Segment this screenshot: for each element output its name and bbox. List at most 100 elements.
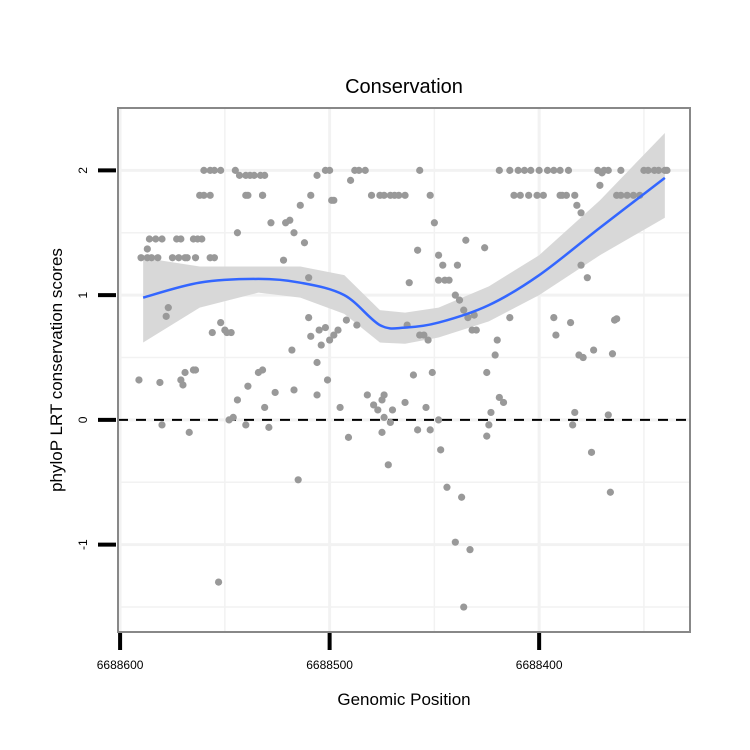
y-tick-label: 1	[76, 291, 90, 298]
data-point	[527, 166, 535, 174]
data-point	[344, 433, 353, 441]
data-point	[290, 229, 298, 237]
data-point	[242, 191, 250, 199]
data-point	[462, 236, 470, 244]
data-point	[481, 244, 489, 252]
data-points	[135, 166, 671, 611]
y-axis-label: phyloP LRT conservation scores	[47, 248, 66, 492]
data-point	[558, 191, 566, 199]
data-point	[158, 235, 166, 243]
data-point	[210, 166, 218, 174]
data-point	[485, 421, 493, 429]
data-point	[286, 216, 294, 224]
x-tick-label: 6688400	[516, 658, 563, 672]
data-point	[629, 191, 638, 199]
data-point	[422, 403, 430, 412]
data-point	[654, 166, 663, 174]
data-point	[370, 401, 378, 409]
data-point	[250, 171, 258, 179]
data-point	[451, 291, 459, 299]
data-point	[300, 239, 309, 247]
data-point	[472, 326, 480, 334]
data-point	[200, 166, 208, 174]
data-point	[294, 476, 302, 484]
data-point	[533, 191, 541, 199]
data-point	[430, 219, 438, 227]
data-point	[279, 256, 288, 264]
data-point	[455, 296, 464, 304]
data-point	[434, 416, 443, 424]
data-point	[290, 386, 298, 394]
data-point	[158, 421, 166, 429]
data-point	[214, 578, 223, 586]
data-point	[604, 166, 612, 174]
data-point	[583, 274, 591, 282]
data-point	[191, 366, 200, 374]
data-point	[598, 169, 606, 177]
data-point	[231, 166, 239, 174]
x-tick-label: 6688500	[306, 658, 353, 672]
data-point	[181, 368, 189, 377]
data-point	[644, 166, 652, 174]
data-point	[663, 166, 671, 174]
data-point	[206, 191, 214, 199]
data-point	[483, 368, 491, 377]
data-point	[506, 314, 514, 322]
data-point	[288, 346, 296, 354]
data-point	[405, 279, 413, 287]
data-point	[426, 191, 434, 199]
data-point	[191, 254, 200, 262]
data-point	[177, 235, 185, 243]
x-tick-label: 6688600	[97, 658, 144, 672]
data-point	[336, 403, 344, 412]
data-point	[233, 229, 242, 237]
data-point	[414, 426, 422, 434]
data-point	[271, 388, 279, 397]
data-point	[539, 191, 547, 199]
data-point	[493, 336, 501, 344]
data-point	[510, 191, 518, 199]
data-point	[152, 235, 160, 243]
data-point	[566, 318, 575, 327]
data-point	[164, 304, 172, 312]
plot-panel-border	[117, 107, 691, 633]
data-point	[506, 166, 514, 174]
y-tick-label: -1	[76, 539, 90, 550]
data-point	[321, 323, 330, 332]
data-point	[342, 316, 350, 324]
data-point	[267, 219, 275, 227]
data-point	[499, 398, 508, 407]
data-point	[525, 191, 533, 199]
data-point	[590, 346, 598, 354]
data-point	[439, 261, 447, 269]
data-point	[361, 166, 369, 174]
data-point	[261, 171, 269, 179]
data-point	[227, 328, 235, 337]
data-point	[323, 376, 332, 384]
data-point	[466, 546, 474, 554]
data-point	[606, 488, 614, 496]
data-point	[380, 413, 388, 422]
data-point	[378, 428, 386, 436]
data-point	[217, 318, 225, 327]
data-point	[426, 426, 434, 434]
data-point	[326, 166, 334, 174]
data-point	[258, 366, 267, 374]
data-point	[200, 191, 208, 199]
data-point	[388, 406, 397, 414]
data-point	[313, 358, 321, 367]
data-point	[395, 191, 403, 199]
data-point	[487, 408, 495, 417]
y-tick-label: 0	[76, 416, 90, 423]
chart-title: Conservation	[345, 76, 463, 98]
x-axis-label: Genomic Position	[337, 690, 470, 709]
data-point	[183, 254, 191, 262]
data-point	[543, 166, 552, 174]
data-point	[367, 191, 376, 199]
data-point	[428, 368, 436, 377]
data-point	[571, 191, 579, 199]
data-point	[434, 276, 443, 284]
data-point	[334, 326, 342, 334]
data-point	[145, 235, 154, 243]
data-point	[175, 254, 183, 262]
